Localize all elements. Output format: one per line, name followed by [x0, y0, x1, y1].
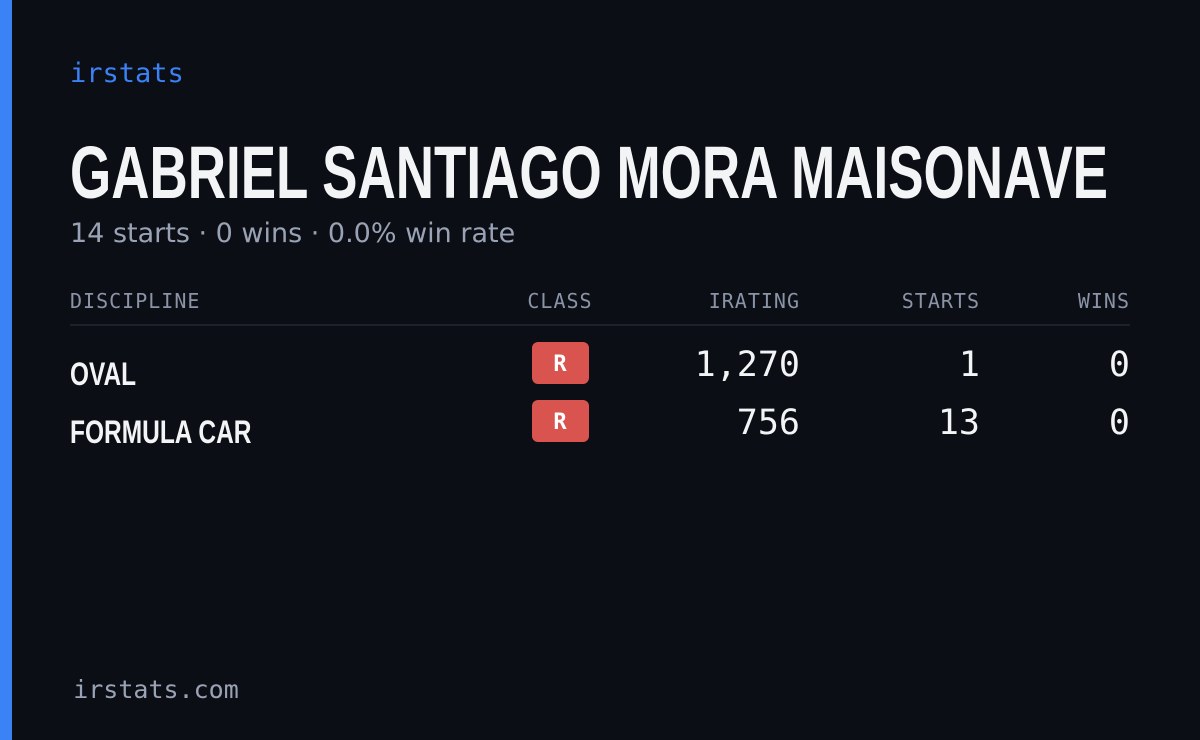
stat-value: 13 [938, 403, 980, 443]
stat-value: 1,270 [695, 345, 800, 385]
stat-value: 0 [1109, 345, 1130, 385]
stat-value: 756 [737, 403, 800, 443]
class-badge [532, 342, 589, 384]
driver-summary: 14 starts · 0 wins · 0.0% win rate [70, 218, 515, 249]
stat-value: 0 [1109, 403, 1130, 443]
stat-value: 1 [959, 345, 980, 385]
footer: irstats.com [73, 675, 239, 704]
column-header: CLASS [527, 289, 592, 313]
column-header: IRATING [709, 289, 800, 313]
class-badge [532, 400, 589, 442]
accent-bar [0, 0, 12, 740]
discipline: FORMULA CAR [70, 414, 252, 450]
class-letter: R [553, 410, 567, 435]
class-letter: R [553, 352, 567, 377]
column-header: DISCIPLINE [70, 289, 200, 313]
brand: irstats [70, 58, 184, 89]
column-header: STARTS [902, 289, 980, 313]
discipline: OVAL [70, 356, 136, 392]
column-header: WINS [1078, 289, 1130, 313]
driver-name: GABRIEL SANTIAGO MORA MAISONAVE [70, 131, 1108, 214]
